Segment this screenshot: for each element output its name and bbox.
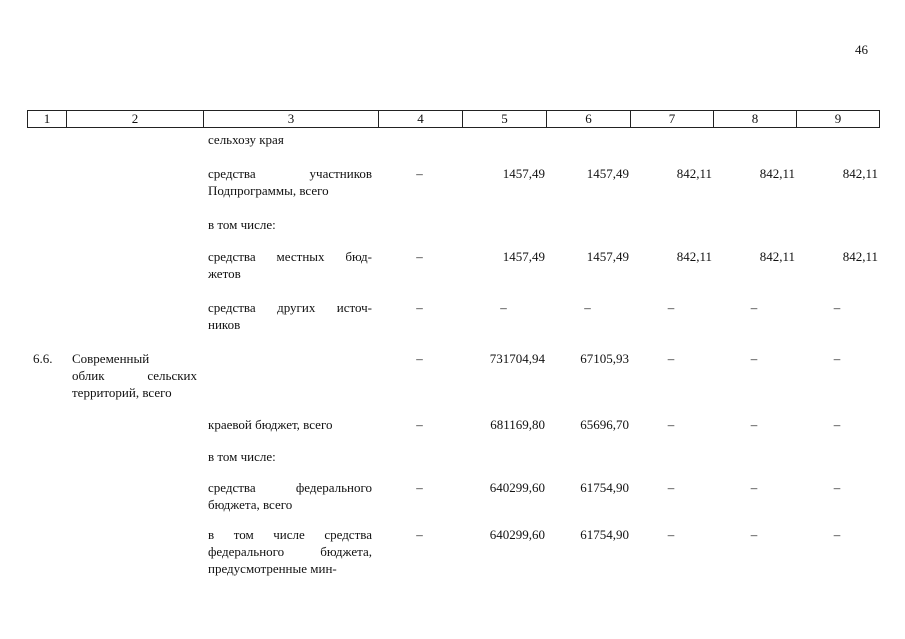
cell-value: 1457,49 <box>586 249 629 264</box>
header-cell: 1 <box>27 110 67 128</box>
cell-value: – <box>750 480 758 495</box>
cell-text: Современный облик сельских территорий, все… <box>72 350 197 401</box>
text-line: средства местных бюд- <box>208 249 372 264</box>
text-line: в том числе: <box>208 217 276 232</box>
cell-value: – <box>416 417 423 432</box>
cell-value: – <box>416 527 423 542</box>
cell-text: в том числе: <box>208 448 372 465</box>
cell-value: – <box>667 351 675 366</box>
header-cell: 7 <box>630 110 714 128</box>
text-line: территорий, всего <box>72 385 172 400</box>
cell-value: 61754,90 <box>580 527 629 542</box>
cell-text: в том числе средства федерального бюджета… <box>208 526 372 577</box>
cell-value: 1457,49 <box>502 249 545 264</box>
cell-value: – <box>416 166 423 181</box>
cell-value: – <box>833 527 841 542</box>
cell-value: – <box>667 300 675 315</box>
cell-value: – <box>667 527 675 542</box>
cell-value: – <box>750 300 758 315</box>
cell-value: 681169,80 <box>490 417 545 432</box>
cell-value: – <box>667 417 675 432</box>
text-line: жетов <box>208 266 241 281</box>
text-line: краевой бюджет, всего <box>208 417 333 432</box>
text-line: средства участников <box>208 166 372 181</box>
cell-value: – <box>750 527 758 542</box>
text-line: средства других источ- <box>208 300 372 315</box>
cell-text: сельхозу края <box>208 131 372 148</box>
cell-value: 842,11 <box>676 249 712 264</box>
cell-text: средства участников Подпрограммы, всего <box>208 165 372 199</box>
cell-value: – <box>584 300 591 315</box>
cell-value: 842,11 <box>759 249 795 264</box>
text-line: в том числе средства <box>208 527 372 542</box>
cell-value: 731704,94 <box>489 351 545 366</box>
header-cell: 4 <box>378 110 463 128</box>
header-cell: 9 <box>796 110 880 128</box>
text-line: средства федерального <box>208 480 372 495</box>
cell-value: 842,11 <box>842 166 878 181</box>
cell-value: – <box>416 480 423 495</box>
cell-value: 640299,60 <box>489 527 545 542</box>
header-cell: 3 <box>203 110 379 128</box>
cell-value: – <box>833 417 841 432</box>
header-cell: 2 <box>66 110 204 128</box>
cell-value: – <box>500 300 507 315</box>
cell-value: 842,11 <box>676 166 712 181</box>
cell-text: краевой бюджет, всего <box>208 416 372 433</box>
cell-value: – <box>750 351 758 366</box>
cell-text: средства местных бюд-жетов <box>208 248 372 282</box>
cell-value: – <box>833 351 841 366</box>
cell-value: 842,11 <box>842 249 878 264</box>
cell-value: 842,11 <box>759 166 795 181</box>
cell-value: – <box>750 417 758 432</box>
cell-value: – <box>833 300 841 315</box>
text-line: Современный <box>72 351 150 366</box>
header-cell: 5 <box>462 110 547 128</box>
cell-value: – <box>416 300 423 315</box>
cell-value: 67105,93 <box>580 351 629 366</box>
header-cell: 6 <box>546 110 631 128</box>
row-number: 6.6. <box>33 351 53 366</box>
page-number: 46 <box>855 42 868 57</box>
cell-value: 1457,49 <box>502 166 545 181</box>
text-line: Подпрограммы, всего <box>208 183 329 198</box>
text-line: ников <box>208 317 241 332</box>
cell-value: – <box>833 480 841 495</box>
cell-value: 61754,90 <box>580 480 629 495</box>
cell-text: средства других источ-ников <box>208 299 372 333</box>
cell-text: в том числе: <box>208 216 372 233</box>
text-line: предусмотренные мин- <box>208 561 337 576</box>
header-cell: 8 <box>713 110 797 128</box>
cell-text: средства федерального бюджета, всего <box>208 479 372 513</box>
text-line: в том числе: <box>208 449 276 464</box>
text-line: федерального бюджета, <box>208 544 372 559</box>
cell-value: – <box>416 249 423 264</box>
cell-value: 1457,49 <box>586 166 629 181</box>
cell-value: 65696,70 <box>580 417 629 432</box>
cell-value: 640299,60 <box>489 480 545 495</box>
cell-value: – <box>667 480 675 495</box>
text-line: облик сельских <box>72 368 197 383</box>
text-line: сельхозу края <box>208 132 284 147</box>
text-line: бюджета, всего <box>208 497 293 512</box>
cell-value: – <box>416 351 423 366</box>
